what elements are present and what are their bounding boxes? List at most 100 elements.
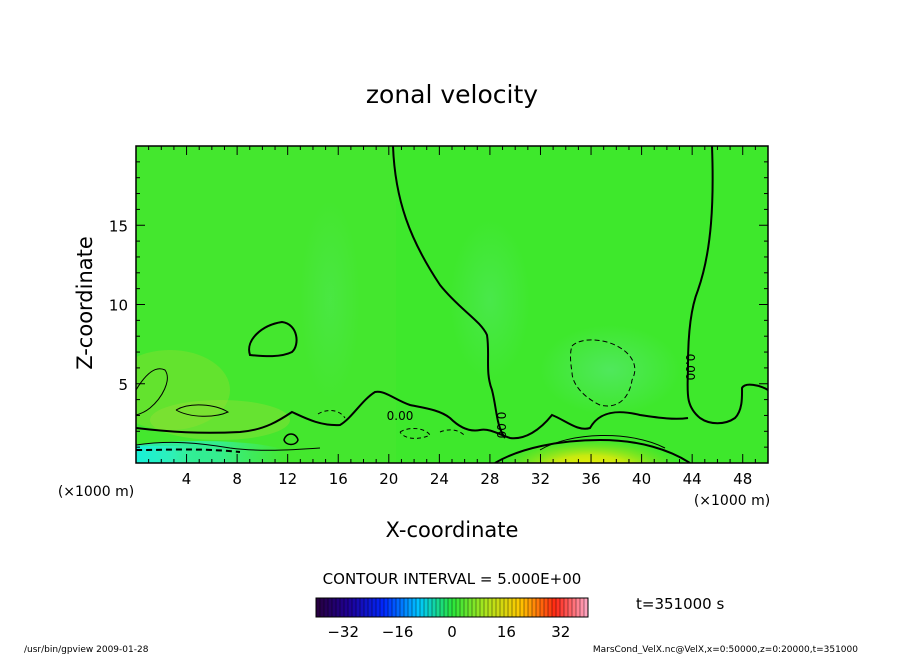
colorbar-ticks: −32 −16 0 16 32: [327, 623, 570, 641]
colorbar-cell: [456, 598, 461, 617]
colorbar-cell: [384, 598, 389, 617]
contour-thin-1: [136, 368, 168, 416]
x-tick-label: 12: [278, 470, 297, 488]
colorbar-cell: [504, 598, 509, 617]
colorbar-cell: [476, 598, 481, 617]
colorbar-cell: [332, 598, 337, 617]
colorbar-cell: [492, 598, 497, 617]
colorbar-cell: [376, 598, 381, 617]
colorbar-cell: [424, 598, 429, 617]
colorbar-cell: [412, 598, 417, 617]
colorbar-cell: [540, 598, 545, 617]
colorbar-cell: [528, 598, 533, 617]
colorbar-cell: [432, 598, 437, 617]
y-tick-label: 5: [118, 376, 128, 394]
colorbar-cell: [316, 598, 321, 617]
colorbar-cell: [548, 598, 553, 617]
colorbar-cell: [568, 598, 573, 617]
colorbar-cell: [496, 598, 501, 617]
contour-thin-2: [175, 404, 230, 417]
colorbar-cell: [388, 598, 393, 617]
colorbar-cell: [448, 598, 453, 617]
colorbar-cell: [508, 598, 513, 617]
x-axis-label: X-coordinate: [386, 518, 519, 542]
x-tick-label: 36: [581, 470, 600, 488]
colorbar-cell: [488, 598, 493, 617]
colorbar-cell: [500, 598, 505, 617]
colorbar-tick-label: 16: [497, 623, 516, 641]
colorbar-cell: [576, 598, 581, 617]
zero-contour-right: [686, 146, 768, 425]
colorbar-cell: [440, 598, 445, 617]
colorbar-cell: [452, 598, 457, 617]
colorbar-cell: [480, 598, 485, 617]
contour-lines: [136, 146, 768, 463]
velocity-field: [136, 146, 768, 463]
colorbar-tick-label: −32: [327, 623, 359, 641]
x-tick-label: 44: [683, 470, 702, 488]
colorbar: [315, 597, 589, 618]
colorbar-cell: [556, 598, 561, 617]
colorbar-cell: [564, 598, 569, 617]
x-axis: 4 8 12 16 20 24 28 32 36 40 44 48: [148, 146, 756, 488]
colorbar-cell: [420, 598, 425, 617]
x-tick-label: 16: [329, 470, 348, 488]
colorbar-cell: [360, 598, 365, 617]
colorbar-cell: [472, 598, 477, 617]
contour-thin-4: [136, 441, 321, 451]
contour-island-small: [283, 433, 299, 446]
y-tick-label: 10: [109, 297, 128, 315]
colorbar-cell: [444, 598, 449, 617]
contour-dashed-2: [136, 448, 241, 453]
colorbar-cell: [460, 598, 465, 617]
x-tick-label: 20: [379, 470, 398, 488]
colorbar-tick-label: 0: [447, 623, 457, 641]
y-unit-label: (×1000 m): [58, 484, 134, 500]
contour-interval: CONTOUR INTERVAL = 5.000E+00: [323, 570, 582, 588]
colorbar-cell: [340, 598, 345, 617]
colorbar-cell: [580, 598, 585, 617]
colorbar-cell: [356, 598, 361, 617]
contour-dashed-5: [439, 429, 466, 437]
colorbar-cell: [464, 598, 469, 617]
colorbar-cell: [484, 598, 489, 617]
x-tick-label: 4: [182, 470, 192, 488]
colorbar-cell: [436, 598, 441, 617]
colorbar-cell: [512, 598, 517, 617]
colorbar-cell: [520, 598, 525, 617]
colorbar-tick-label: 32: [551, 623, 570, 641]
contour-dashed-1: [570, 339, 636, 407]
y-axis: 5 10 15: [109, 161, 768, 448]
x-tick-label: 48: [733, 470, 752, 488]
colorbar-cell: [380, 598, 385, 617]
x-tick-label: 28: [480, 470, 499, 488]
contour-dashed-4: [317, 410, 346, 419]
x-tick-label: 40: [632, 470, 651, 488]
colorbar-cell: [320, 598, 325, 617]
colorbar-cell: [560, 598, 565, 617]
zero-contour-left: [392, 146, 506, 439]
y-tick-label: 15: [109, 217, 128, 235]
colorbar-cell: [408, 598, 413, 617]
colorbar-cell: [404, 598, 409, 617]
chart-title: zonal velocity: [366, 80, 538, 109]
contour-label: 0.00: [683, 354, 697, 381]
zero-contour-bottom: [494, 438, 691, 463]
colorbar-cell: [516, 598, 521, 617]
colorbar-cell: [368, 598, 373, 617]
colorbar-cell: [372, 598, 377, 617]
contour-label: 0.00: [387, 409, 414, 423]
contour-labels: 0.00 0.00 0.00: [387, 354, 697, 439]
colorbar-cell: [324, 598, 329, 617]
x-tick-label: 32: [531, 470, 550, 488]
colorbar-cell: [344, 598, 349, 617]
x-tick-label: 24: [430, 470, 449, 488]
x-unit-label: (×1000 m): [694, 493, 770, 509]
footer-right: MarsCond_VelX.nc@VelX,x=0:50000,z=0:2000…: [593, 645, 858, 654]
colorbar-cell: [536, 598, 541, 617]
colorbar-cell: [428, 598, 433, 617]
colorbar-tick-label: −16: [382, 623, 414, 641]
colorbar-cell: [348, 598, 353, 617]
y-axis-label: Z-coordinate: [73, 236, 97, 370]
colorbar-cell: [364, 598, 369, 617]
